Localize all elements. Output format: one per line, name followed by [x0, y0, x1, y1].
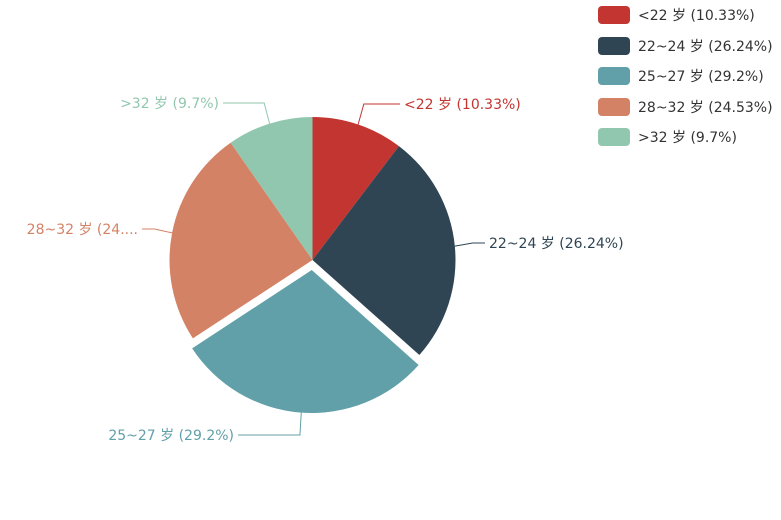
- legend-label: 28~32 岁 (24.53%): [638, 99, 773, 116]
- legend-item-22-24[interactable]: 22~24 岁 (26.24%): [598, 36, 773, 56]
- legend-item-28-32[interactable]: 28~32 岁 (24.53%): [598, 97, 773, 117]
- data-label-25-27: 25~27 岁 (29.2%): [108, 428, 234, 444]
- data-label-gt32: >32 岁 (9.7%): [120, 96, 219, 112]
- callout-line-lt22: [357, 103, 400, 125]
- data-label-lt22: <22 岁 (10.33%): [404, 97, 521, 113]
- callout-line-22-24: [454, 242, 485, 247]
- pie-slice-25-27[interactable]: [192, 269, 419, 413]
- chart-legend: <22 岁 (10.33%) 22~24 岁 (26.24%) 25~27 岁 (2…: [598, 5, 773, 158]
- legend-swatch: [598, 36, 630, 55]
- pie-callouts: <22 岁 (10.33%) 22~24 岁 (26.24%) 25~27 岁 (2…: [27, 96, 624, 444]
- legend-label: >32 岁 (9.7%): [638, 130, 737, 146]
- callout-line-gt32: [223, 102, 271, 124]
- legend-item-25-27[interactable]: 25~27 岁 (29.2%): [598, 66, 773, 86]
- pie-slice-gt32[interactable]: [230, 117, 313, 260]
- legend-label: 22~24 岁 (26.24%): [638, 38, 773, 55]
- legend-swatch: [598, 67, 630, 85]
- legend-label: 25~27 岁 (29.2%): [638, 69, 764, 85]
- legend-swatch: [598, 6, 630, 24]
- callout-line-28-32: [142, 228, 173, 234]
- pie-slice-28-32[interactable]: [169, 142, 313, 339]
- data-label-28-32: 28~32 岁 (24....: [27, 222, 138, 238]
- legend-label: <22 岁 (10.33%): [638, 8, 755, 24]
- legend-swatch: [598, 97, 630, 116]
- legend-item-lt22[interactable]: <22 岁 (10.33%): [598, 5, 773, 25]
- data-label-22-24: 22~24 岁 (26.24%): [489, 236, 624, 252]
- callout-line-25-27: [238, 412, 302, 436]
- pie-slices: [169, 117, 456, 413]
- pie-slice-22-24[interactable]: [312, 146, 456, 356]
- legend-item-gt32[interactable]: >32 岁 (9.7%): [598, 127, 773, 147]
- pie-slice-lt22[interactable]: [312, 117, 399, 260]
- legend-swatch: [598, 128, 630, 146]
